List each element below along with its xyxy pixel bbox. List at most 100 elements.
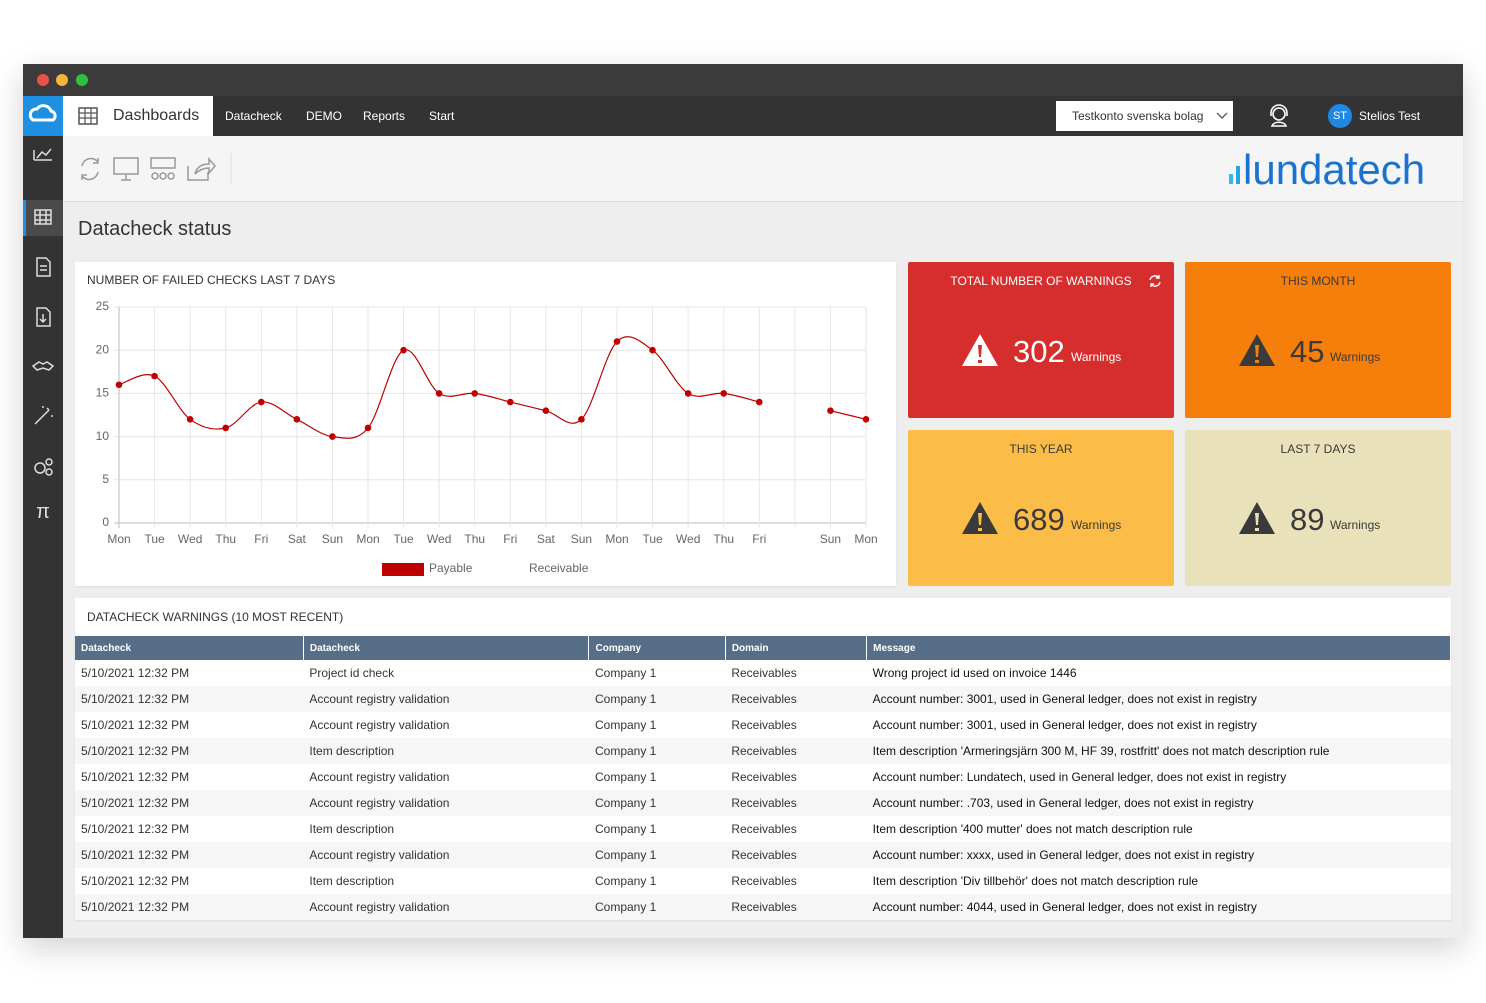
warning-icon — [1239, 334, 1275, 366]
table-cell: Account registry validation — [303, 894, 589, 920]
y-tick-label: 25 — [96, 299, 110, 313]
table-cell: Company 1 — [588, 686, 726, 712]
analytics-icon[interactable] — [33, 148, 52, 161]
data-point — [364, 424, 372, 432]
x-tick-label: Tue — [642, 532, 663, 546]
table-cell: Receivables — [725, 686, 867, 712]
settings-icon[interactable] — [34, 458, 53, 476]
nav-item[interactable]: Reports — [363, 109, 406, 123]
table-cell: Receivables — [731, 718, 797, 732]
data-point — [578, 416, 585, 423]
data-point — [684, 390, 692, 397]
support-icon[interactable] — [1268, 104, 1290, 128]
data-point — [649, 346, 656, 354]
y-tick-label: 15 — [96, 386, 110, 400]
table-cell: Item description — [303, 738, 589, 764]
table-row: 5/10/2021 12:32 PM Account registry valid… — [75, 790, 1451, 816]
table-cell: Account number: 4044, used in General le… — [866, 894, 1451, 920]
legend-label: Receivable — [529, 561, 589, 575]
table-row: 5/10/2021 12:32 PM Account registry valid… — [75, 686, 1451, 712]
nav-item[interactable]: DEMO — [306, 109, 342, 123]
x-tick-label: Thu — [464, 532, 485, 546]
table-cell: Account registry validation — [303, 790, 589, 816]
data-point — [293, 416, 301, 423]
close-button[interactable] — [37, 74, 49, 86]
table-cell: Company 1 — [588, 790, 726, 816]
warning-mark — [978, 513, 982, 531]
logo-text: lundatech — [1243, 148, 1425, 193]
y-tick-label: 10 — [96, 429, 110, 443]
column-header: Company — [588, 636, 726, 660]
dashboard-icon[interactable] — [34, 209, 52, 225]
warning-tile: THIS YEAR 689 Warnings — [908, 430, 1174, 586]
data-point — [720, 390, 728, 397]
table-row: 5/10/2021 12:32 PM Account registry valid… — [75, 894, 1451, 920]
window-controls — [37, 74, 88, 86]
chart-card: NUMBER OF FAILED CHECKS LAST 7 DAYS 0 5 10… — [75, 262, 896, 586]
group-button[interactable] — [150, 157, 176, 180]
table-cell: Receivables — [731, 666, 797, 680]
y-tick-label: 0 — [102, 515, 109, 529]
table-row: 5/10/2021 12:32 PM Item description Compan… — [75, 816, 1451, 842]
table-cell: 5/10/2021 12:32 PM — [75, 686, 304, 712]
app-logo[interactable] — [23, 96, 63, 136]
column-header: Datacheck — [75, 636, 304, 660]
x-tick-label: Sun — [322, 532, 343, 546]
user-avatar[interactable]: ST — [1328, 104, 1352, 128]
table-row: 5/10/2021 12:32 PM Account registry valid… — [75, 842, 1451, 868]
table-title: DATACHECK WARNINGS (10 MOST RECENT) — [87, 610, 344, 624]
screen-button[interactable] — [113, 157, 139, 181]
company-logo: lundatech — [1229, 148, 1425, 193]
table-row: 5/10/2021 12:32 PM Item description Compan… — [75, 738, 1451, 764]
table-cell: 5/10/2021 12:32 PM — [81, 822, 190, 836]
tile-value: 689 — [1013, 502, 1065, 537]
table-cell: Item description '400 mutter' does not m… — [872, 822, 1193, 836]
sidebar: π — [23, 136, 63, 938]
table-cell: Account registry validation — [309, 718, 450, 732]
x-tick-label: Sat — [288, 532, 307, 546]
report-icon[interactable] — [36, 257, 51, 277]
minimize-button[interactable] — [56, 74, 68, 86]
maximize-button[interactable] — [76, 74, 88, 86]
partner-icon[interactable] — [31, 361, 55, 371]
column-header: Datacheck — [303, 636, 590, 660]
column-header: Domain — [725, 636, 868, 660]
tile-unit: Warnings — [1330, 518, 1381, 532]
data-point — [435, 390, 443, 397]
formula-icon[interactable]: π — [36, 501, 50, 523]
share-button[interactable] — [187, 156, 216, 181]
table-cell: Account number: 3001, used in General le… — [866, 686, 1451, 712]
tile-refresh[interactable] — [1148, 274, 1162, 288]
tile-title: THIS YEAR — [1009, 442, 1073, 456]
table-cell: Account number: 3001, used in General le… — [872, 718, 1257, 732]
warning-tile: TOTAL NUMBER OF WARNINGS 302 Warnings — [908, 262, 1174, 418]
x-tick-label: Thu — [713, 532, 734, 546]
active-item-bg — [23, 200, 63, 236]
table-cell: Project id check — [309, 666, 395, 680]
table-cell: Company 1 — [594, 666, 657, 680]
data-point — [329, 433, 336, 440]
x-tick-label: Wed — [676, 532, 700, 546]
nav-item[interactable]: Start — [429, 109, 455, 123]
table-cell: Account number: .703, used in General le… — [866, 790, 1451, 816]
y-tick-label: 5 — [102, 472, 109, 486]
tile-title: THIS MONTH — [1280, 274, 1356, 288]
nav-item[interactable]: Datacheck — [225, 109, 282, 123]
user-name[interactable]: Stelios Test — [1359, 109, 1421, 123]
export-icon[interactable] — [36, 307, 51, 327]
table-cell: Item description — [309, 822, 395, 836]
x-tick-label: Sun — [571, 532, 592, 546]
warnings-table: Datacheck Datacheck Company Domain Message 5/… — [75, 636, 1451, 920]
data-point — [115, 381, 123, 389]
tile-title: TOTAL NUMBER OF WARNINGS — [950, 274, 1132, 288]
account-dropdown[interactable]: Testkonto svenska bolag — [1056, 101, 1233, 131]
data-point — [222, 424, 230, 432]
magic-icon[interactable] — [34, 406, 53, 425]
x-tick-label: Mon — [605, 532, 628, 546]
refresh-button[interactable] — [81, 157, 99, 181]
sidebar-icons: π — [23, 148, 63, 523]
navbar: Dashboards Datacheck DEMO Reports Start … — [23, 96, 1463, 136]
x-tick-label: Fri — [254, 532, 268, 546]
table-cell: Receivables — [731, 770, 797, 784]
dashboards-tab[interactable]: Dashboards — [63, 96, 213, 136]
